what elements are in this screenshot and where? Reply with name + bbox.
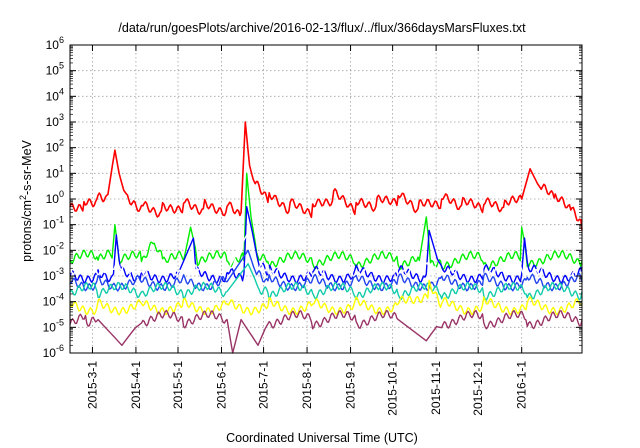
y-tick-exponent: -3 <box>56 266 64 276</box>
chart-title: /data/run/goesPlots/archive/2016-02-13/f… <box>118 21 526 35</box>
y-tick-label: 101 <box>46 163 64 180</box>
y-tick-label: 105 <box>46 61 64 78</box>
y-tick-label: 10-2 <box>43 240 64 257</box>
y-tick-base: 10 <box>46 115 60 129</box>
y-tick-base: 10 <box>46 89 60 103</box>
grid <box>70 45 582 353</box>
y-tick-base: 10 <box>46 166 60 180</box>
y-tick-label: 102 <box>46 138 64 155</box>
series-line-3 <box>69 205 583 284</box>
y-tick-label: 100 <box>46 189 64 206</box>
y-tick-label: 10-3 <box>43 266 64 283</box>
tick-marks <box>70 44 582 354</box>
y-tick-exponent: 4 <box>59 86 64 96</box>
y-tick-exponent: -6 <box>56 343 64 353</box>
y-tick-exponent: -5 <box>56 317 64 327</box>
x-tick-label: 2015-4-1 <box>129 361 143 409</box>
series-line-5 <box>69 249 583 292</box>
x-tick-label: 2015-6-1 <box>214 361 228 409</box>
y-tick-base: 10 <box>43 243 57 257</box>
y-axis-label-suffix: -s-sr-MeV <box>20 139 34 195</box>
x-tick-label: 2015-7-1 <box>257 361 271 409</box>
y-tick-base: 10 <box>43 295 57 309</box>
series-line-8 <box>69 309 583 354</box>
y-tick-label: 10-6 <box>43 343 64 360</box>
y-tick-base: 10 <box>46 192 60 206</box>
y-tick-label: 104 <box>46 86 64 103</box>
y-tick-base: 10 <box>46 38 60 52</box>
y-tick-exponent: 1 <box>59 163 64 173</box>
y-tick-exponent: 3 <box>59 112 64 122</box>
series-line-7 <box>69 279 583 316</box>
y-tick-base: 10 <box>43 218 57 232</box>
y-tick-exponent: 6 <box>59 35 64 45</box>
series-line-4 <box>69 231 583 281</box>
y-tick-exponent: 0 <box>59 189 64 199</box>
y-tick-base: 10 <box>46 64 60 78</box>
y-tick-exponent: 5 <box>59 61 64 71</box>
y-tick-label: 103 <box>46 112 64 129</box>
y-tick-exponent: -1 <box>56 215 64 225</box>
x-tick-label: 2015-12-1 <box>471 361 485 416</box>
series-group <box>69 121 583 354</box>
x-tick-label: 2015-11-1 <box>429 361 443 415</box>
y-tick-base: 10 <box>43 346 57 360</box>
y-tick-base: 10 <box>43 269 57 283</box>
y-tick-labels: 10-610-510-410-310-210-11001011021031041… <box>43 35 64 360</box>
x-axis-label: Coordinated Universal Time (UTC) <box>226 431 418 445</box>
y-tick-label: 106 <box>46 35 64 52</box>
y-tick-exponent: -4 <box>56 292 64 302</box>
series-line-6 <box>69 263 583 301</box>
x-tick-label: 2015-9-1 <box>344 361 358 409</box>
y-tick-base: 10 <box>46 141 60 155</box>
x-tick-label: 2015-5-1 <box>171 361 185 409</box>
series-line-2 <box>69 172 583 271</box>
y-axis-label-prefix: protons/cm <box>20 200 34 262</box>
y-tick-exponent: 2 <box>59 138 64 148</box>
x-tick-label: 2015-10-1 <box>386 361 400 416</box>
x-tick-label: 2015-8-1 <box>300 361 314 409</box>
y-tick-label: 10-1 <box>43 215 64 232</box>
series-line-1 <box>69 121 583 231</box>
x-tick-label: 2015-3-1 <box>85 361 99 409</box>
x-tick-labels: 2015-3-1 2015-4-1 2015-5-1 2015-6-1 2015-7-1… <box>85 361 528 416</box>
y-tick-exponent: -2 <box>56 240 64 250</box>
x-tick-label: 2016-1-1 <box>515 361 529 409</box>
y-tick-label: 10-4 <box>43 292 64 309</box>
y-tick-base: 10 <box>43 320 57 334</box>
y-axis-label: protons/cm2-s-sr-MeV <box>18 139 34 261</box>
y-tick-label: 10-5 <box>43 317 64 334</box>
y-axis-label-superscript: 2 <box>18 195 28 200</box>
